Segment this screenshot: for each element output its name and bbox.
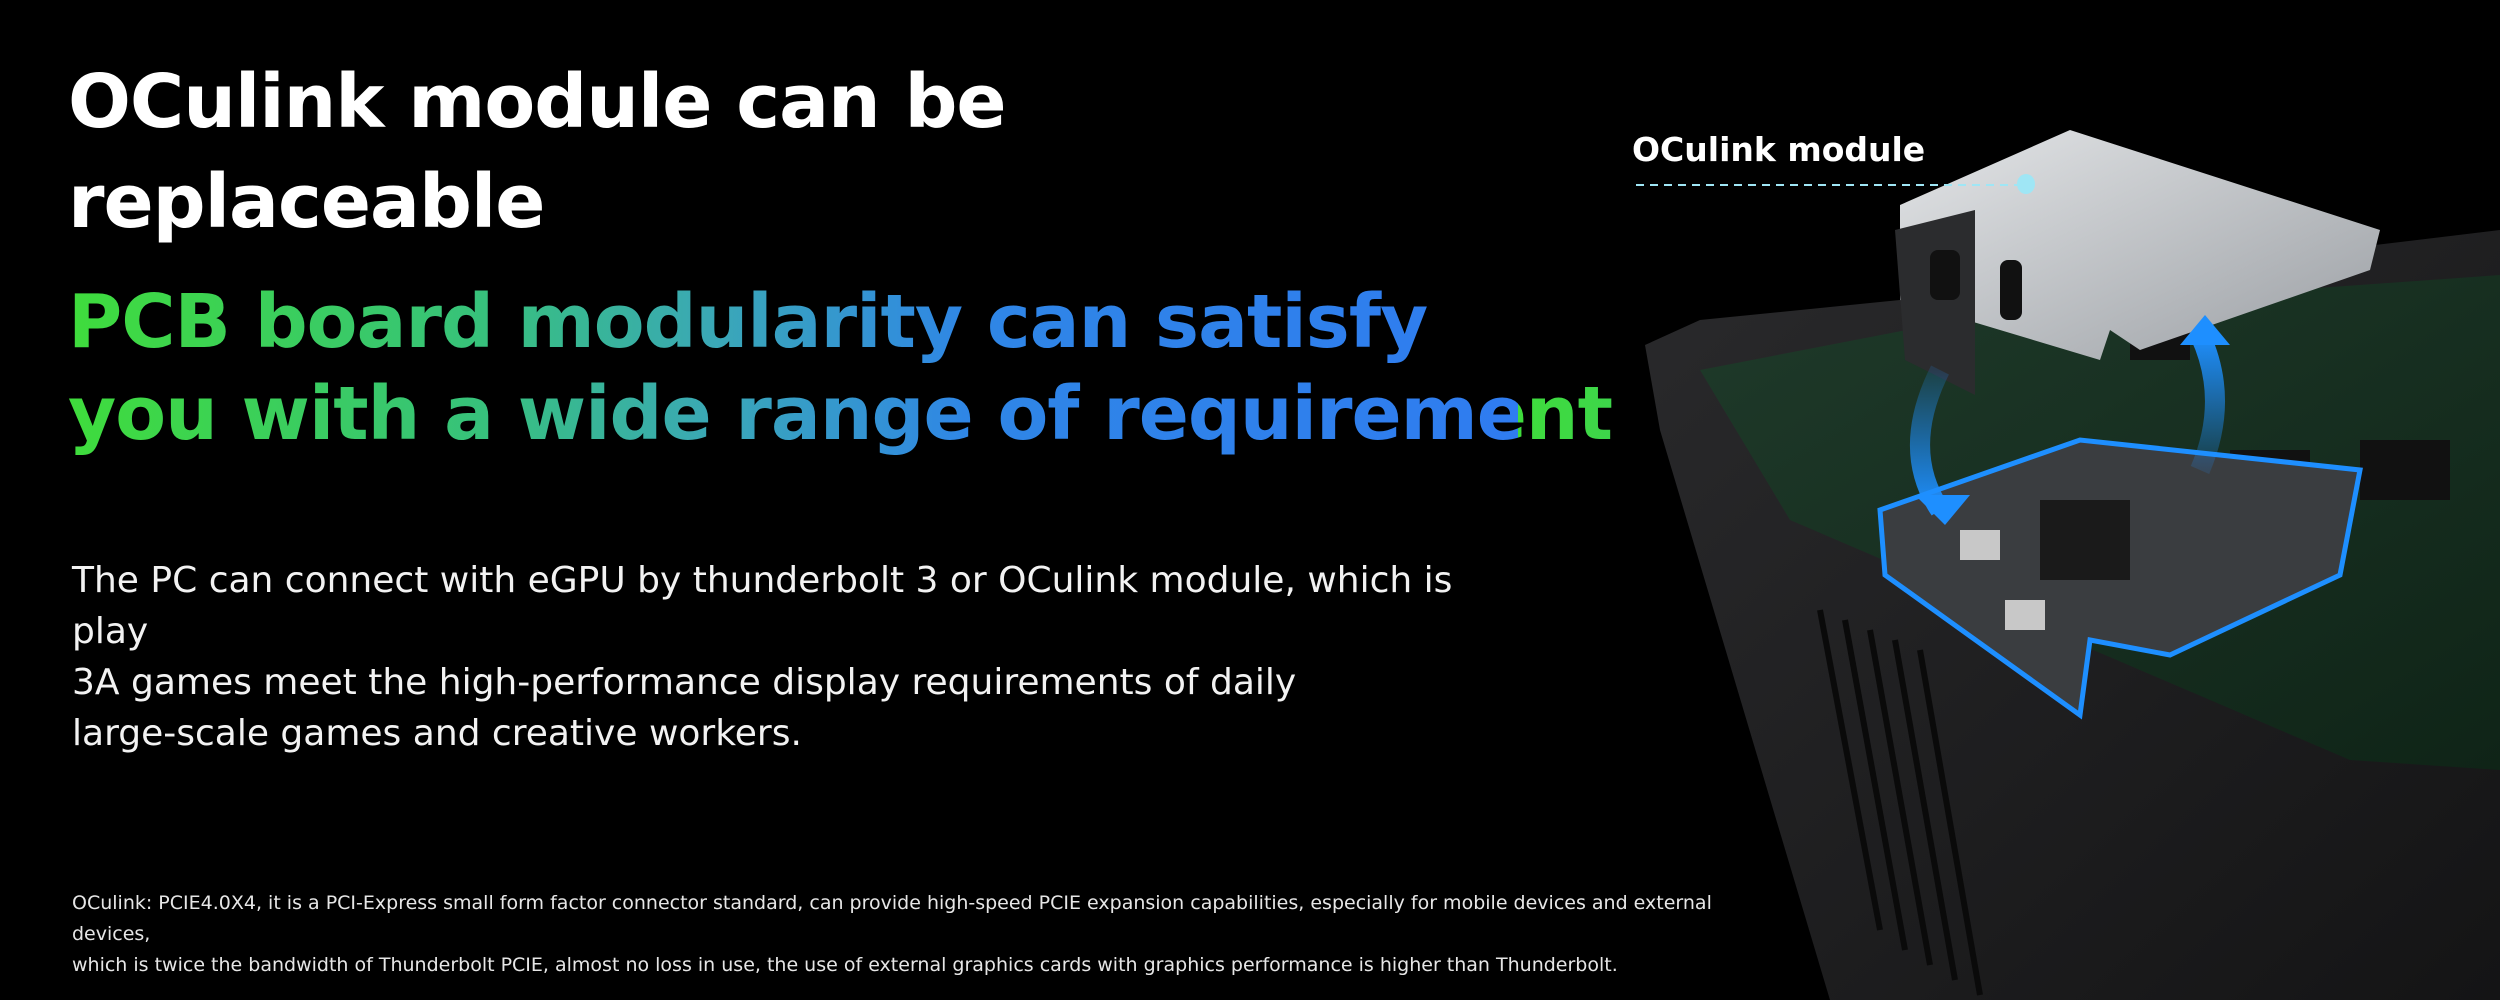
arrow-down-icon: [1915, 495, 1970, 525]
subheadline: PCB board modularity can satisfy you wit…: [68, 276, 1613, 460]
footnote-line-2: which is twice the bandwidth of Thunderb…: [72, 954, 1618, 976]
headline-line-1: OCulink module can be: [68, 59, 1007, 145]
footnote: OCulink: PCIE4.0X4, it is a PCI-Express …: [72, 888, 1772, 981]
oculink-module-callout-label: OCulink module: [1632, 130, 1926, 169]
swap-arrows: [1910, 315, 2230, 525]
footnote-line-1: OCulink: PCIE4.0X4, it is a PCI-Express …: [72, 892, 1712, 945]
description-line-2: 3A games meet the high-performance displ…: [72, 662, 1297, 703]
pcie-board-slot: [1877, 437, 2363, 720]
headline: OCulink module can be replaceable: [68, 52, 1007, 252]
subheadline-line-1: PCB board modularity can satisfy: [68, 276, 1428, 368]
callout-line: [1636, 174, 2035, 194]
subheadline-line-2: you with a wide range of requirement: [68, 368, 1613, 460]
description-line-1: The PC can connect with eGPU by thunderb…: [72, 560, 1453, 652]
headline-line-2: replaceable: [68, 159, 545, 245]
description: The PC can connect with eGPU by thunderb…: [72, 555, 1472, 759]
description-line-3: large-scale games and creative workers.: [72, 713, 802, 754]
arrow-up-icon: [2180, 315, 2230, 345]
